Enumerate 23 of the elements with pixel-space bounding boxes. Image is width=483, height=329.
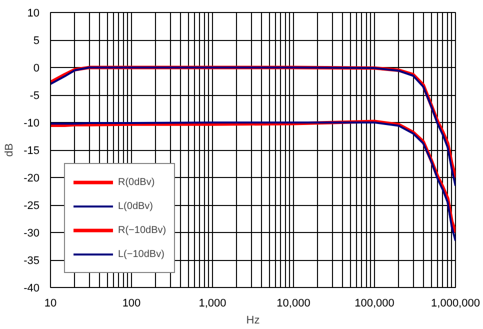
legend-label: L(0dBv)	[118, 200, 154, 212]
y-tick-label: -30	[24, 228, 40, 240]
x-tick-label: 10,000	[276, 298, 310, 310]
y-tick-label: 5	[33, 35, 40, 47]
legend-label: R(0dBv)	[118, 176, 155, 188]
y-tick-label: -35	[24, 255, 40, 267]
x-tick-label: 100	[122, 298, 141, 310]
legend-label: R(−10dBv)	[118, 224, 166, 236]
y-axis-title: dB	[4, 143, 16, 157]
legend-label: L(−10dBv)	[118, 248, 164, 260]
x-tick-label: 100,000	[354, 298, 394, 310]
y-tick-label: -5	[30, 90, 40, 102]
y-tick-label: 0	[33, 62, 40, 74]
x-tick-label: 1,000	[198, 298, 226, 310]
y-tick-label: -10	[24, 118, 40, 130]
y-tick-label: -15	[24, 145, 40, 157]
x-tick-label: 10	[44, 298, 57, 310]
y-tick-label: -40	[24, 282, 40, 294]
y-tick-label: -20	[24, 172, 40, 184]
y-tick-label: 10	[27, 8, 40, 20]
y-tick-label: -25	[24, 200, 40, 212]
x-axis-title: Hz	[246, 314, 260, 326]
x-tick-label: 1,000,000	[431, 298, 480, 310]
